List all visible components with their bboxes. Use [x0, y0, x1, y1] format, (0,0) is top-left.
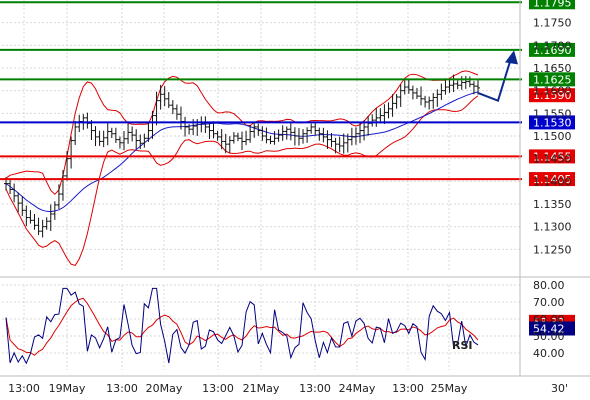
y-tick-label: 1.1650	[533, 62, 572, 75]
y-tick-label: 1.1550	[533, 107, 572, 120]
y-tick-label: 1.1750	[533, 17, 572, 30]
level-badge-label: 1.1590	[533, 89, 572, 102]
timeframe-label: 30'	[551, 382, 568, 395]
rsi-line	[5, 287, 479, 365]
level-badge-label: 1.1795	[533, 0, 572, 9]
rsi-value-label: 54.42	[533, 322, 565, 335]
y-tick-label: 1.1700	[533, 39, 572, 52]
level-badge	[529, 172, 575, 187]
level-badge	[529, 72, 575, 87]
rsi-tick-label: 70.00	[533, 296, 565, 309]
y-tick-label: 1.1600	[533, 85, 572, 98]
level-badge-label: 1.1455	[533, 150, 572, 163]
level-badge	[529, 0, 575, 10]
x-tick-label: 13:00	[392, 382, 424, 395]
rsi-panel: 58.3254.42	[5, 287, 575, 365]
y-tick-label: 1.1500	[533, 130, 572, 143]
x-tick-label: 13:00	[202, 382, 234, 395]
rsi-signal-line	[5, 297, 479, 356]
level-badge	[529, 149, 575, 164]
level-badge-label: 1.1530	[533, 116, 572, 129]
level-badge-label: 1.1625	[533, 73, 572, 86]
x-tick-label: 19May	[49, 382, 86, 395]
forecast-arrow-head	[505, 50, 518, 65]
level-badge	[529, 88, 575, 103]
y-tick-label: 1.1400	[533, 175, 572, 188]
level-lines: 1.17951.16901.16251.15901.15301.14551.14…	[0, 0, 575, 187]
bollinger-lower-line	[5, 95, 479, 266]
level-badge	[529, 115, 575, 130]
x-tick-label: 21May	[243, 382, 280, 395]
rsi-tick-label: 40.00	[533, 347, 565, 360]
y-tick-label: 1.1250	[533, 243, 572, 256]
x-tick-label: 24May	[339, 382, 376, 395]
x-tick-label: 20May	[146, 382, 183, 395]
price-panel	[4, 50, 518, 266]
x-tick-label: 25May	[431, 382, 468, 395]
y-tick-label: 1.1300	[533, 221, 572, 234]
x-tick-label: 13:00	[299, 382, 331, 395]
y-tick-label: 1.1450	[533, 153, 572, 166]
rsi-tick-label: 80.00	[533, 279, 565, 292]
rsi-tick-label: 50.00	[533, 330, 565, 343]
forecast-arrow-line	[477, 58, 512, 102]
x-tick-label: 13:00	[8, 382, 40, 395]
y-tick-label: 1.1350	[533, 198, 572, 211]
level-badge-label: 1.1405	[533, 173, 572, 186]
rsi-value-badge	[529, 321, 575, 336]
moving-average-line	[5, 91, 479, 213]
x-tick-label: 13:00	[106, 382, 138, 395]
rsi-label: RSI	[452, 339, 473, 352]
rsi-tick-label: 60.00	[533, 313, 565, 326]
level-badge	[529, 42, 575, 57]
level-badge-label: 1.1690	[533, 44, 572, 57]
